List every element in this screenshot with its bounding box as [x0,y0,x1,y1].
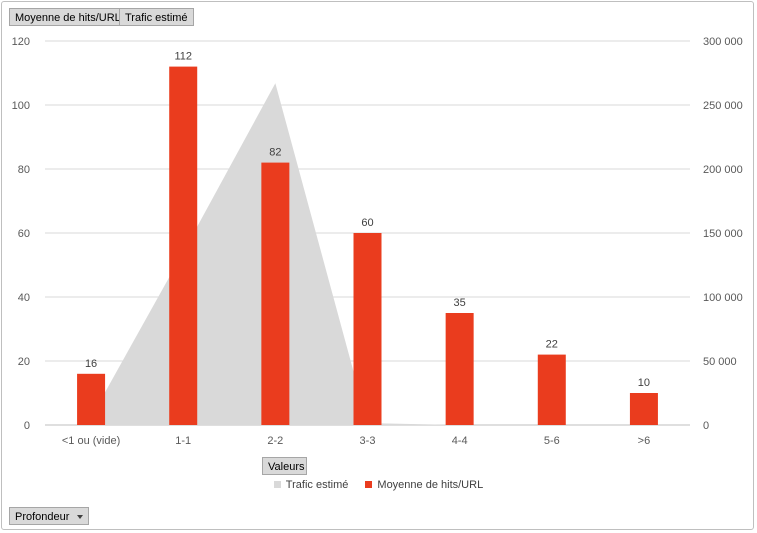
right-axis-tick-label: 250 000 [703,100,743,112]
right-axis-tick-label: 100 000 [703,292,743,304]
x-axis-tick-label: 3-3 [360,435,376,447]
legend-swatch-hits [365,480,373,488]
bar-data-label: 16 [85,358,97,370]
x-axis-tick-label: 5-6 [544,435,560,447]
bar-data-label: 22 [546,339,558,351]
x-axis-tick-label: 4-4 [452,435,468,447]
bar-layer [77,66,658,425]
left-axis-tick-label: 80 [18,164,30,176]
legend-item-hits: Moyenne de hits/URL [365,479,483,491]
right-axis: 0 50 000 100 000 150 000 200 000 250 000 300 0… [703,36,743,432]
x-axis-tick-label: <1 ou (vide) [62,435,120,447]
traffic-area [91,83,644,426]
legend-label-hits: Moyenne de hits/URL [377,479,484,491]
x-axis: <1 ou (vide) 1-1 2-2 3-3 4-4 5-6 >6 [62,435,650,447]
right-axis-tick-label: 50 000 [703,356,737,368]
x-axis-tick-label: >6 [638,435,651,447]
value-field-button-hits[interactable]: Moyenne de hits/URL [9,8,127,26]
bar [537,354,566,425]
right-axis-tick-label: 300 000 [703,36,743,48]
legend: Trafic estimé Moyenne de hits/URL [0,479,757,491]
value-field-button-traffic[interactable]: Trafic estimé [119,8,194,26]
left-axis-tick-label: 20 [18,356,30,368]
bar-data-label: 60 [361,217,373,229]
traffic-area-layer [91,83,644,426]
bar-data-label: 112 [174,51,192,63]
legend-item-traffic: Trafic estimé [273,479,349,491]
axis-field-button-profondeur[interactable]: Profondeur [9,507,90,525]
bar [629,393,658,425]
values-button[interactable]: Valeurs [262,457,307,475]
bar [77,373,106,425]
right-axis-tick-label: 0 [703,420,709,432]
dropdown-arrow-icon[interactable] [77,515,84,520]
bar [169,66,198,425]
axis-field-label: Profondeur [15,511,70,523]
data-label-layer: 16 112 82 60 35 22 10 [85,51,650,389]
right-axis-tick-label: 200 000 [703,164,743,176]
bar-data-label: 10 [638,377,650,389]
bar [445,313,474,425]
x-axis-tick-label: 2-2 [267,435,283,447]
left-axis: 0 20 40 60 80 100 120 [12,36,30,432]
left-axis-tick-label: 60 [18,228,30,240]
bar [353,233,382,425]
left-axis-tick-label: 100 [12,100,30,112]
bar [261,162,290,425]
legend-label-traffic: Trafic estimé [285,479,349,491]
bar-data-label: 82 [269,147,281,159]
legend-swatch-traffic [273,480,281,488]
x-axis-tick-label: 1-1 [175,435,191,447]
left-axis-tick-label: 40 [18,292,30,304]
bar-data-label: 35 [454,297,466,309]
right-axis-tick-label: 150 000 [703,228,743,240]
left-axis-tick-label: 0 [24,420,30,432]
left-axis-tick-label: 120 [12,36,30,48]
